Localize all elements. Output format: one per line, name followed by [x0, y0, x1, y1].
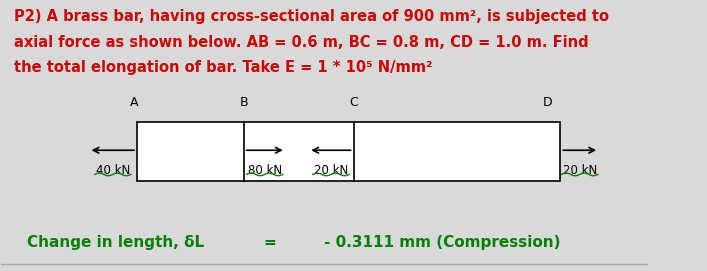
Text: the total elongation of bar. Take E = 1 * 10⁵ N/mm²: the total elongation of bar. Take E = 1 … — [14, 60, 433, 75]
Text: B: B — [240, 96, 248, 109]
Text: 20 kN: 20 kN — [563, 164, 597, 177]
Text: Change in length, δL: Change in length, δL — [28, 235, 204, 250]
Text: - 0.3111 mm (Compression): - 0.3111 mm (Compression) — [325, 235, 561, 250]
Text: A: A — [129, 96, 138, 109]
Text: 40 kN: 40 kN — [95, 164, 130, 177]
Text: =: = — [263, 235, 276, 250]
Text: 20 kN: 20 kN — [314, 164, 348, 177]
Text: 80 kN: 80 kN — [247, 164, 282, 177]
Text: C: C — [349, 96, 358, 109]
Text: axial force as shown below. AB = 0.6 m, BC = 0.8 m, CD = 1.0 m. Find: axial force as shown below. AB = 0.6 m, … — [14, 35, 589, 50]
Text: P2) A brass bar, having cross-sectional area of 900 mm², is subjected to: P2) A brass bar, having cross-sectional … — [14, 9, 609, 24]
Text: D: D — [542, 96, 552, 109]
Bar — [137, 122, 561, 181]
